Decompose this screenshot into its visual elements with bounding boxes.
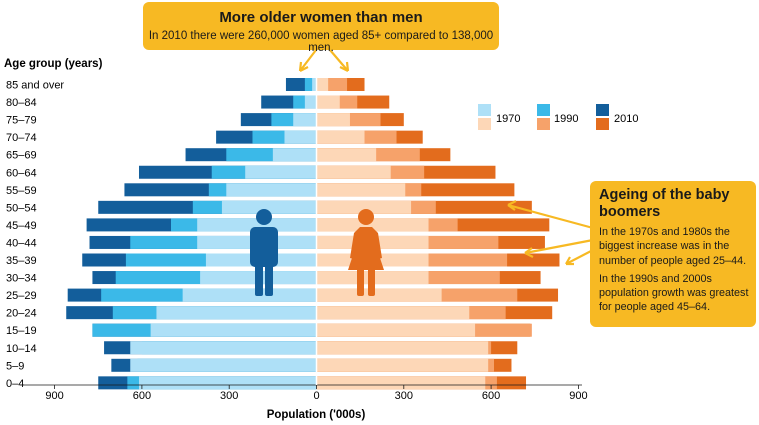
- age-label: 80–84: [6, 97, 37, 109]
- bar-male-1970: [197, 218, 317, 232]
- x-tick-label: 900: [569, 390, 587, 402]
- legend-swatch-male-2010: [596, 104, 609, 116]
- legend: 1970 1990 2010: [478, 104, 638, 130]
- bar-male-1970: [293, 113, 317, 127]
- legend-swatch-female-1970: [478, 118, 491, 130]
- legend-swatch-male-1990: [537, 104, 550, 116]
- bar-male-1970: [182, 288, 317, 302]
- bar-female-1970: [316, 218, 429, 232]
- older-women-heading: More older women than men: [219, 9, 423, 26]
- male-figure-icon: [250, 209, 278, 296]
- age-label: 75–79: [6, 115, 37, 127]
- baby-boomers-callout: Ageing of the baby boomers In the 1970s …: [590, 181, 756, 327]
- bar-female-1970: [316, 78, 329, 91]
- age-label: 15–19: [6, 325, 37, 337]
- bar-female-1970: [316, 376, 486, 390]
- bar-male-1970: [272, 148, 317, 162]
- x-axis-title: Population ('000s): [267, 409, 366, 421]
- bar-female-1970: [316, 165, 391, 179]
- legend-swatch-male-1970: [478, 104, 491, 116]
- bar-female-1970: [316, 113, 350, 127]
- bar-female-1970: [316, 130, 365, 144]
- age-label: 50–54: [6, 202, 37, 214]
- age-label: 0–4: [6, 378, 24, 390]
- age-label: 45–49: [6, 220, 37, 232]
- bar-female-1970: [316, 341, 489, 355]
- age-label: 85 and over: [6, 80, 64, 92]
- legend-label-1970: 1970: [496, 113, 520, 125]
- x-tick-label: 600: [133, 390, 151, 402]
- bar-male-1970: [284, 130, 317, 144]
- legend-swatch-female-1990: [537, 118, 550, 130]
- age-label: 65–69: [6, 150, 37, 162]
- baby-boomers-para-1: In the 1970s and 1980s the biggest incre…: [599, 226, 747, 267]
- age-label: 40–44: [6, 237, 37, 249]
- female-figure-icon: [348, 209, 384, 296]
- x-tick-label: 0: [313, 390, 319, 402]
- bar-female-1970: [316, 95, 340, 109]
- older-women-callout: More older women than men In 2010 there …: [143, 2, 499, 54]
- x-tick-label: 600: [482, 390, 500, 402]
- age-label: 30–34: [6, 273, 37, 285]
- y-axis-title: Age group (years): [4, 58, 103, 70]
- bar-male-1970: [150, 323, 317, 337]
- age-label: 35–39: [6, 255, 37, 267]
- age-label: 55–59: [6, 185, 37, 197]
- bar-female-1970: [316, 200, 412, 214]
- age-label: 20–24: [6, 308, 37, 320]
- bar-male-1970: [156, 306, 317, 320]
- age-label: 25–29: [6, 290, 37, 302]
- bar-male-1970: [245, 165, 317, 179]
- bar-female-1970: [316, 306, 470, 320]
- legend-swatch-female-2010: [596, 118, 609, 130]
- baby-boomers-para-2: In the 1990s and 2000s population growth…: [599, 272, 749, 314]
- x-tick-label: 300: [220, 390, 238, 402]
- age-label: 70–74: [6, 132, 37, 144]
- bar-male-1970: [130, 341, 317, 355]
- baby-boomers-heading: Ageing of the baby boomers: [599, 187, 730, 220]
- age-label: 60–64: [6, 167, 37, 179]
- x-tick-label: 300: [395, 390, 413, 402]
- bar-male-1970: [304, 95, 317, 109]
- age-label: 5–9: [6, 360, 24, 372]
- bar-female-1970: [316, 288, 442, 302]
- side-callout-arrows: [507, 200, 594, 266]
- bar-female-1970: [316, 148, 377, 162]
- legend-label-2010: 2010: [614, 113, 638, 125]
- bar-female-1970: [316, 183, 406, 197]
- bar-male-1970: [221, 200, 317, 214]
- age-label: 10–14: [6, 343, 37, 355]
- older-women-body: In 2010 there were 260,000 women aged 85…: [148, 30, 494, 54]
- legend-label-1990: 1990: [554, 113, 578, 125]
- top-callout-arrows: [298, 49, 350, 72]
- bar-male-1970: [138, 376, 317, 390]
- bar-male-1970: [130, 358, 317, 372]
- bar-male-1990: [304, 78, 317, 91]
- bar-female-1970: [316, 323, 476, 337]
- bar-male-1970: [312, 78, 317, 91]
- x-tick-label: 900: [45, 390, 63, 402]
- bar-female-1970: [316, 358, 489, 372]
- bar-male-1970: [226, 183, 317, 197]
